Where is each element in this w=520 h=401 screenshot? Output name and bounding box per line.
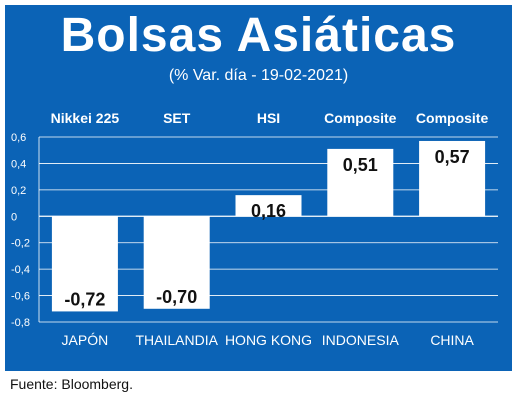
y-tick-label: 0	[11, 211, 17, 223]
y-tick-label: 0,2	[11, 185, 26, 197]
x-tick-label: JAPÓN	[62, 332, 109, 348]
bar	[419, 140, 486, 217]
chart-panel: Bolsas Asiáticas (% Var. día - 19-02-202…	[5, 5, 512, 371]
bar	[51, 216, 118, 312]
y-tick-label: -0,8	[11, 317, 30, 329]
x-tick-label: INDONESIA	[322, 332, 400, 348]
index-label: Composite	[416, 110, 489, 126]
index-label: HSI	[257, 110, 280, 126]
chart-title: Bolsas Asiáticas	[60, 9, 457, 62]
y-tick-label: -0,2	[11, 238, 30, 250]
index-label: SET	[163, 110, 191, 126]
data-label: 0,51	[343, 155, 378, 175]
y-tick-label: -0,6	[11, 291, 30, 303]
data-label: 0,57	[435, 147, 470, 167]
source-note: Fuente: Bloomberg.	[10, 376, 133, 392]
y-tick-label: 0,6	[11, 132, 26, 144]
y-tick-label: 0,4	[11, 158, 26, 170]
data-label: -0,70	[156, 287, 197, 307]
bar-chart: 0,6 0,4 0,2 0 -0,2 -0,4 -0,6 -0,8 -0,72 Nikkei 22…	[11, 110, 498, 348]
index-label: Composite	[324, 110, 397, 126]
chart-subtitle: (% Var. día - 19-02-2021)	[168, 67, 349, 84]
data-label: -0,72	[64, 289, 105, 309]
data-label: 0,16	[251, 201, 286, 221]
y-tick-label: -0,4	[11, 264, 30, 276]
bar	[235, 195, 302, 217]
x-tick-label: CHINA	[430, 332, 474, 348]
x-tick-label: HONG KONG	[225, 332, 312, 348]
index-label: Nikkei 225	[51, 110, 120, 126]
x-tick-label: THAILANDIA	[135, 332, 218, 348]
bar	[327, 148, 394, 217]
bar	[143, 216, 210, 309]
